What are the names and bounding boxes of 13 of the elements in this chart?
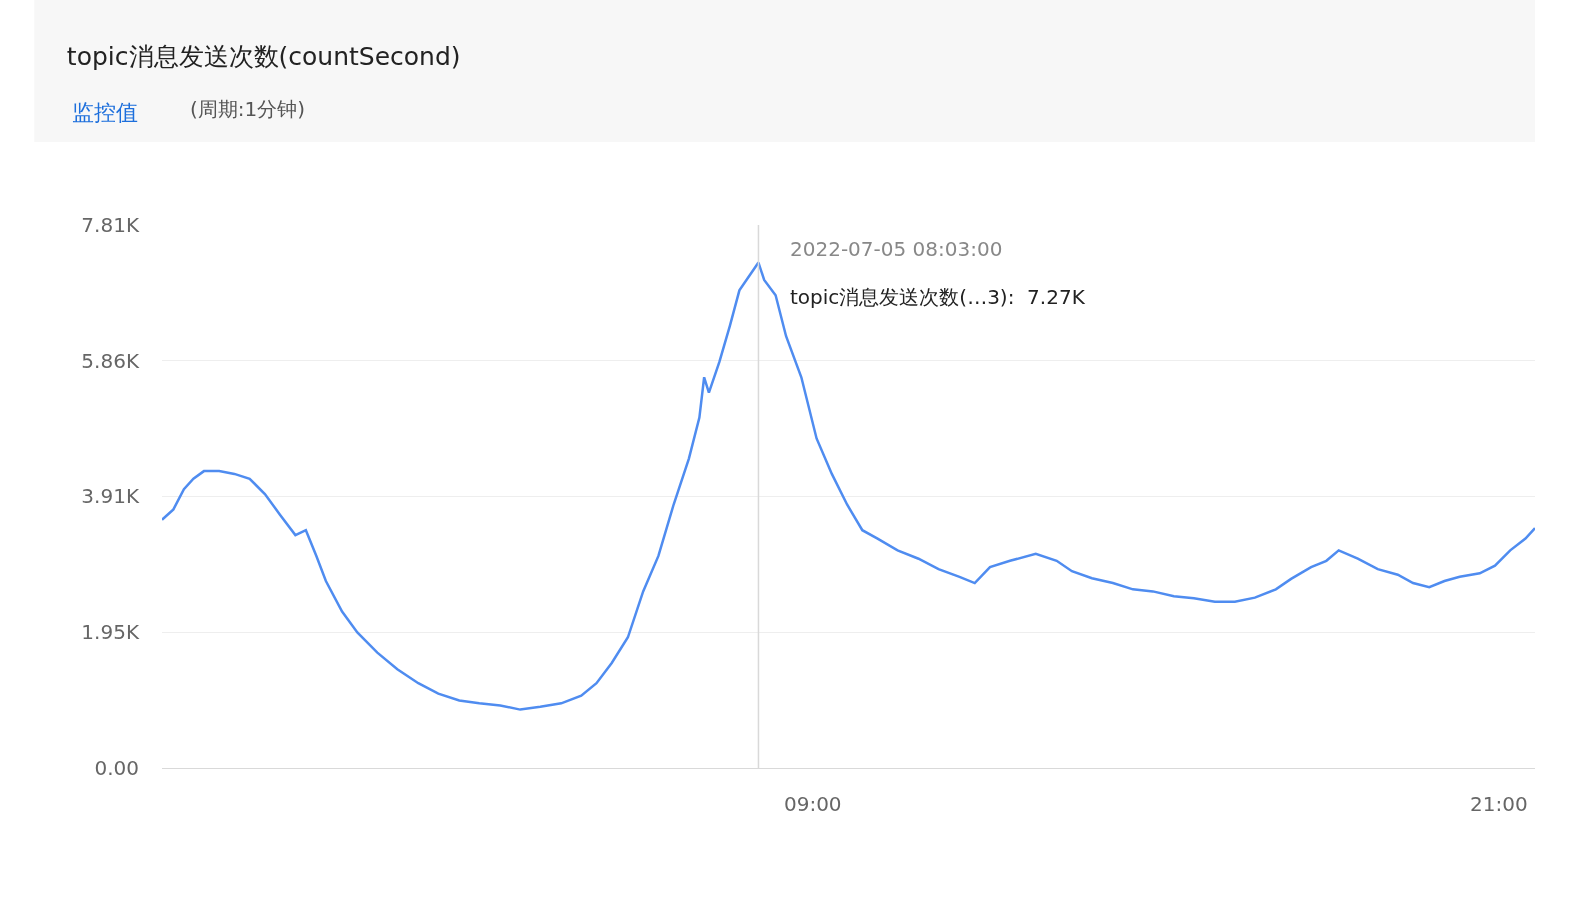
text: (周期:1分钟): [190, 97, 306, 121]
chart-subtitle: 监控值: [72, 100, 138, 125]
y-tick-label: 7.81K: [81, 213, 140, 237]
line-series: [162, 261, 1535, 711]
x-tick-label: 09:00: [783, 792, 842, 816]
y-tick-label: 5.86K: [81, 348, 140, 373]
chart-title: topic消息发送次数(countSecond): [66, 41, 461, 71]
annotation: 2022-07-05 08:03:00: [790, 237, 1003, 261]
annotation: topic消息发送次数(…3): 7.27K: [790, 285, 1086, 309]
y-tick-label: 3.91K: [81, 484, 140, 509]
x-tick-label: 21:00: [1469, 792, 1528, 816]
y-tick-label: 1.95K: [81, 620, 140, 645]
y-tick-label: 0.00: [94, 756, 139, 780]
